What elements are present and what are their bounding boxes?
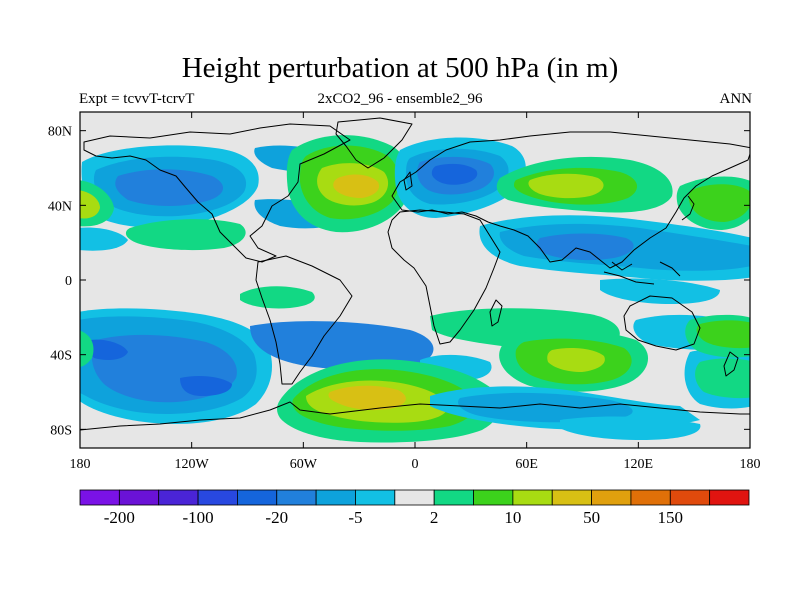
lat-tick-label: 80S (50, 423, 72, 438)
northeast-pacific-positive-region (676, 176, 750, 230)
north-america-coast (83, 123, 351, 263)
lon-tick-label: 120W (175, 457, 210, 472)
africa-coast (387, 209, 501, 345)
colorbar-label: 10 (504, 508, 521, 527)
new-zealand-coast (723, 351, 739, 377)
eurasia-negative-region (394, 137, 526, 218)
colorbar-swatch (433, 489, 474, 506)
colorbar-swatch (394, 489, 435, 506)
colorbar: -200 -100 -20 -5 2 10 50 150 (79, 489, 750, 527)
colorbar-swatch (158, 489, 199, 506)
colorbar-swatch (197, 489, 238, 506)
lat-tick-label: 0 (65, 274, 72, 289)
eurasia-coast (391, 131, 750, 269)
indonesia-islands (603, 261, 681, 285)
colorbar-swatch (709, 489, 750, 506)
lon-tick-label: 60E (515, 457, 538, 472)
contour-fill (80, 112, 750, 448)
asia-positive-region (496, 156, 673, 213)
colorbar-label: -200 (104, 508, 135, 527)
lon-tick-label: 0 (412, 457, 419, 472)
colorbar-swatch (79, 489, 120, 506)
antarctica-coast (80, 401, 750, 431)
colorbar-label: -5 (348, 508, 362, 527)
colorbar-swatch (276, 489, 317, 506)
colorbar-swatch (473, 489, 514, 506)
lat-tick-label: 80N (48, 125, 72, 140)
greenland-coast (335, 117, 413, 169)
colorbar-label: 150 (658, 508, 684, 527)
colorbar-swatch (237, 489, 278, 506)
west-pacific-positive-region (80, 180, 315, 309)
experiment-label: Expt = tcvvT-tcrvT (79, 91, 195, 107)
lon-tick-label: 120E (624, 457, 654, 472)
uk-islands (403, 171, 413, 191)
season-label: ANN (719, 91, 753, 107)
colorbar-label: -100 (182, 508, 213, 527)
case-label: 2xCO2_96 - ensemble2_96 (317, 91, 483, 107)
coastlines (80, 117, 750, 431)
lat-tick-label: 40N (48, 199, 72, 214)
colorbar-swatch (630, 489, 671, 506)
colorbar-swatch (591, 489, 632, 506)
tropical-negative-bands (80, 215, 750, 304)
colorbar-swatch (669, 489, 711, 506)
colorbar-swatch (512, 489, 553, 506)
southern-indian-ocean-region (430, 308, 750, 440)
axis-ticks: 180 120W 60W 0 60E 120E 180 80N 40N 0 40S 80S (48, 112, 761, 472)
colorbar-label: 50 (583, 508, 600, 527)
japan-islands (681, 195, 695, 221)
australia-coast (623, 295, 701, 351)
map-title: Height perturbation at 500 hPa (in m) (181, 52, 619, 84)
colorbar-swatch (315, 489, 356, 506)
colorbar-swatch (355, 489, 396, 506)
south-pacific-negative-region (80, 308, 492, 424)
colorbar-swatch (118, 489, 160, 506)
lon-tick-label: 180 (740, 457, 761, 472)
colorbar-label: 2 (430, 508, 439, 527)
colorbar-swatch (551, 489, 592, 506)
madagascar-coast (489, 299, 503, 327)
lat-tick-label: 40S (50, 349, 72, 364)
lon-tick-label: 60W (290, 457, 318, 472)
lon-tick-label: 180 (70, 457, 91, 472)
south-america-coast (255, 255, 353, 385)
colorbar-label: -20 (265, 508, 288, 527)
